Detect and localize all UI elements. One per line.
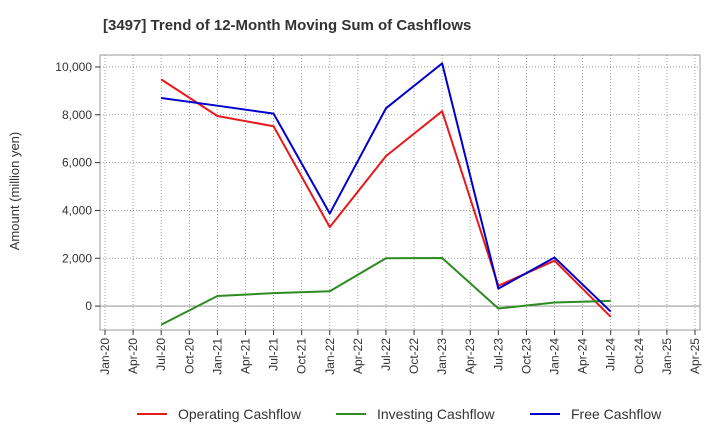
x-tick-label: Jul-23	[491, 338, 505, 371]
chart-title: [3497] Trend of 12-Month Moving Sum of C…	[103, 17, 471, 34]
legend-label: Free Cashflow	[571, 406, 662, 422]
legend: Operating Cashflow Investing Cashflow Free…	[137, 406, 662, 422]
y-axis-label: Amount (million yen)	[7, 132, 22, 251]
x-tick-label: Apr-25	[688, 338, 702, 374]
x-tick-label: Apr-20	[126, 338, 140, 374]
x-tick-label: Apr-22	[351, 338, 365, 374]
y-tick-label: 2,000	[62, 251, 92, 265]
y-tick-label: 10,000	[55, 60, 92, 74]
x-tick-label: Oct-23	[519, 338, 533, 374]
x-tick-label: Apr-24	[576, 338, 590, 374]
y-tick-label: 6,000	[62, 156, 92, 170]
plot-area	[99, 54, 701, 331]
x-tick-label: Jan-24	[548, 338, 562, 375]
x-tick-label: Apr-21	[238, 338, 252, 374]
x-tick-label: Jul-21	[267, 338, 281, 371]
x-tick-label: Jan-21	[210, 338, 224, 375]
legend-label: Investing Cashflow	[377, 406, 495, 422]
legend-label: Operating Cashflow	[178, 406, 302, 422]
y-tick-label: 8,000	[62, 108, 92, 122]
y-tick-label: 4,000	[62, 203, 92, 217]
x-tick-label: Jul-22	[379, 338, 393, 371]
series-lines	[160, 62, 612, 326]
x-tick-label: Jan-22	[323, 338, 337, 375]
x-tick-label: Jul-24	[604, 338, 618, 371]
x-tick-label: Oct-22	[407, 338, 421, 374]
x-tick-label: Apr-23	[463, 338, 477, 374]
x-tick-labels: Jan-20 Apr-20 Jul-20 Oct-20 Jan-21 Apr-21 Jul-…	[98, 330, 702, 375]
x-tick-label: Jan-20	[98, 338, 112, 375]
x-tick-label: Oct-24	[632, 338, 646, 374]
x-tick-label: Jan-23	[435, 338, 449, 375]
y-tick-label: 0	[85, 299, 92, 313]
y-tick-labels: 0 2,000 4,000 6,000 8,000 10,000	[55, 60, 100, 313]
x-tick-label: Jul-20	[154, 338, 168, 371]
x-tick-label: Oct-21	[295, 338, 309, 374]
x-tick-label: Oct-20	[182, 338, 196, 374]
x-tick-label: Jan-25	[660, 338, 674, 375]
